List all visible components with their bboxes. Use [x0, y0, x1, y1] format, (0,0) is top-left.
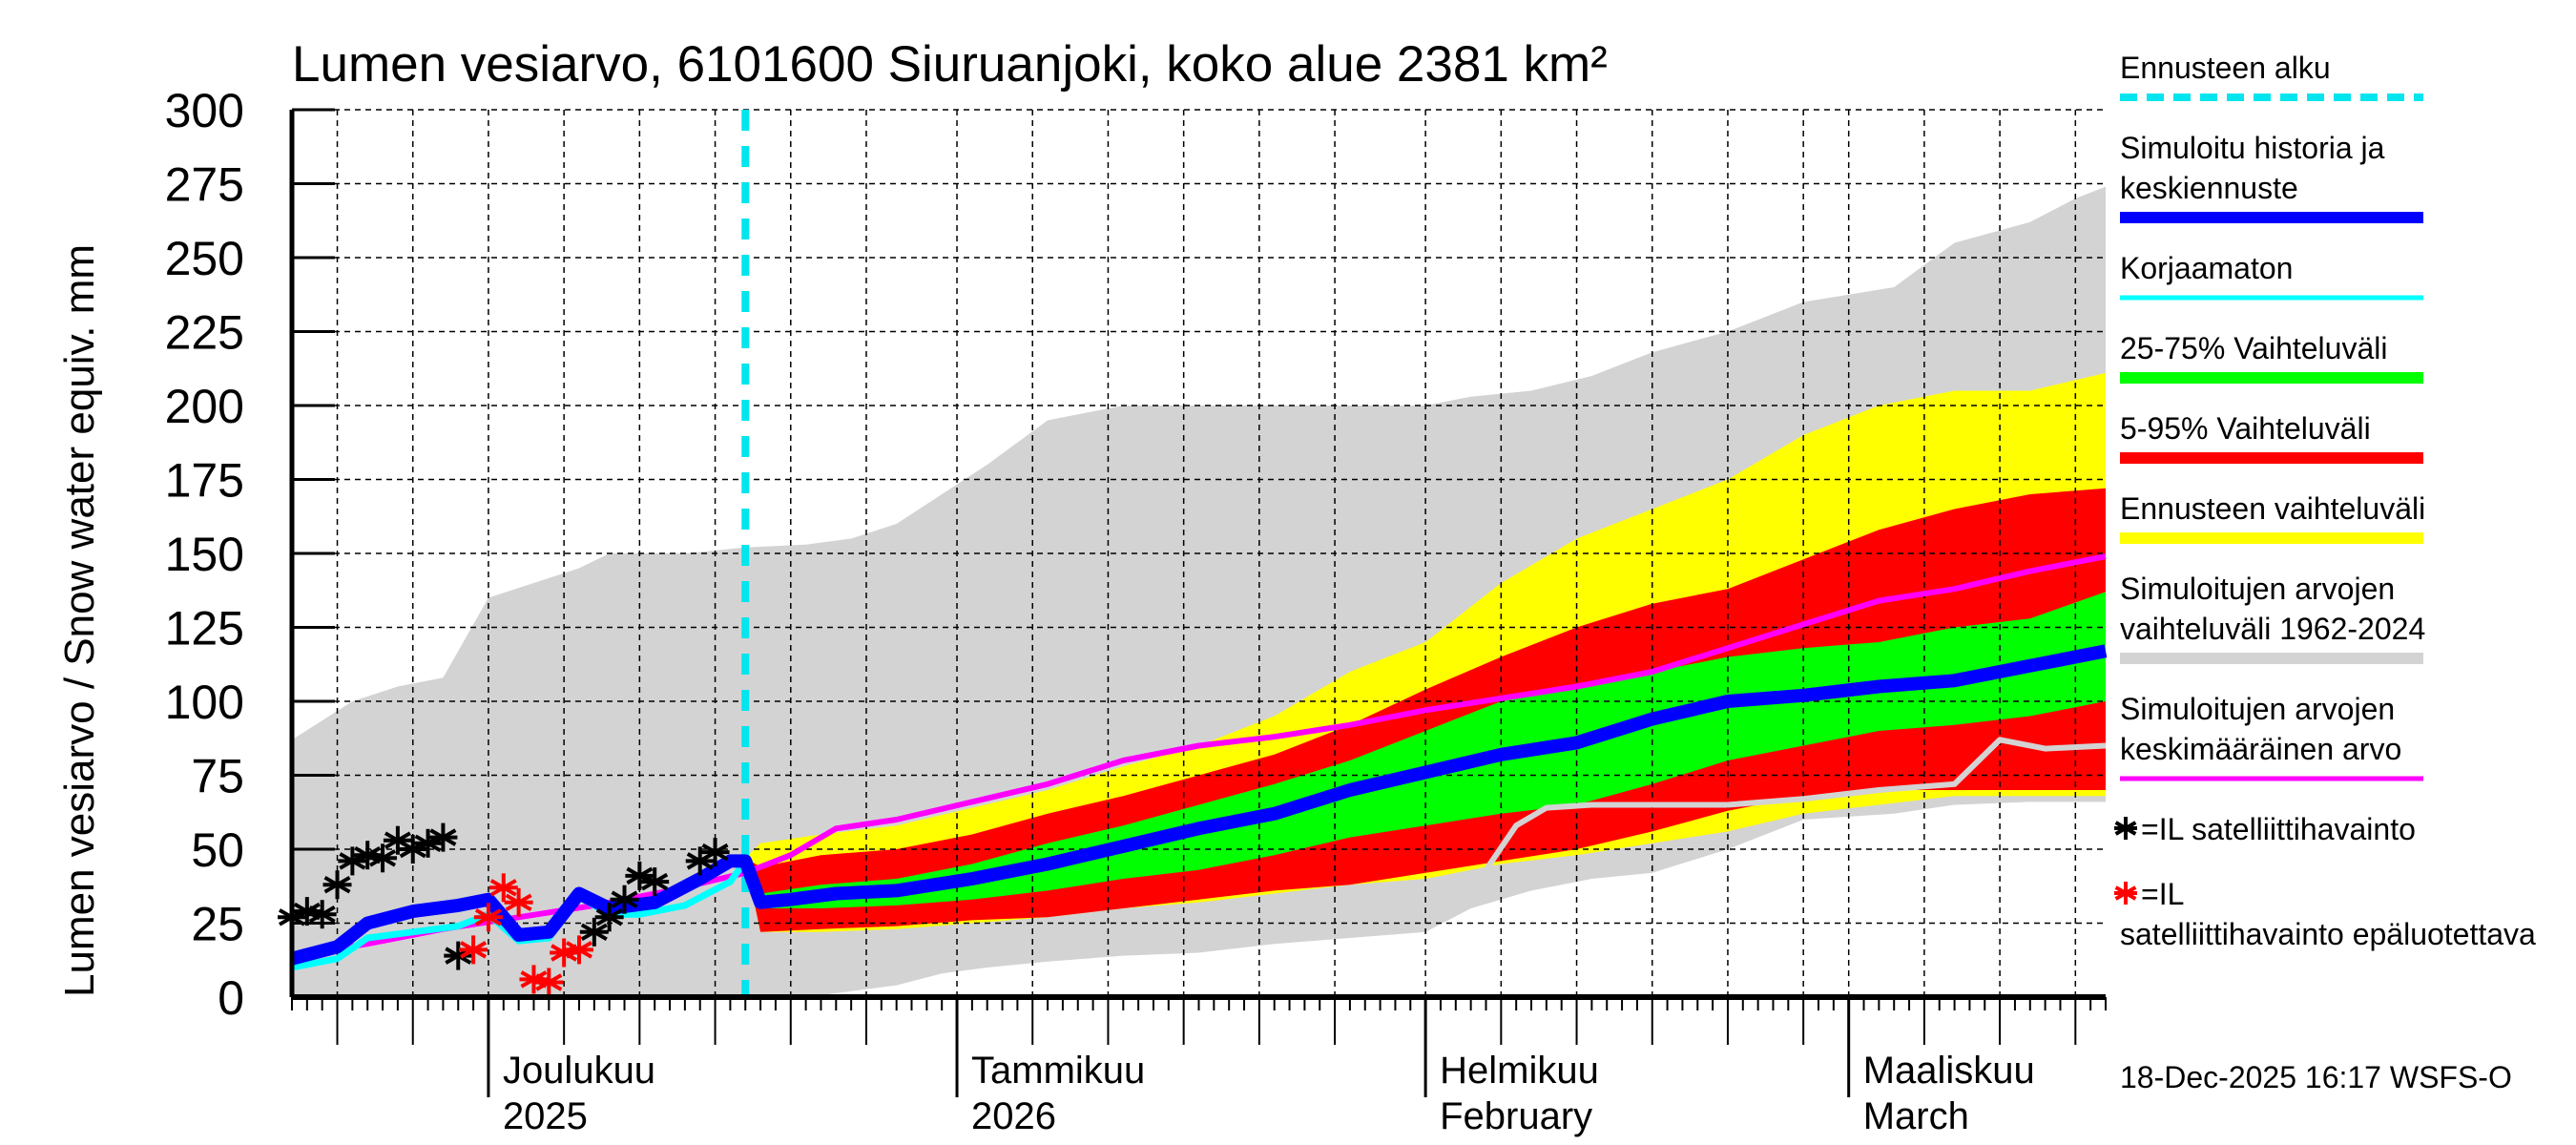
observation-marker-unreliable [459, 935, 488, 965]
x-year-label: 2026 [971, 1095, 1056, 1137]
x-year-label: 2025 [503, 1095, 588, 1137]
grid-layer [292, 109, 2106, 997]
observation-marker-unreliable [564, 935, 593, 965]
legend-item: Ennusteen vaihteluväli [2120, 491, 2425, 544]
timestamp-footer: 18-Dec-2025 16:17 WSFS-O [2120, 1060, 2512, 1094]
y-tick-label: 25 [191, 898, 244, 951]
y-tick-label: 75 [191, 750, 244, 803]
x-month-label: Joulukuu [503, 1050, 655, 1092]
legend-item: =IL satelliittihavainto epäluotettava [2114, 877, 2536, 951]
legend-label: Simuloitujen arvojen [2120, 692, 2395, 726]
legend-item: 25-75% Vaihteluväli [2120, 331, 2423, 384]
y-tick-label: 275 [165, 158, 244, 212]
legend-label: Simuloitujen arvojen [2120, 572, 2395, 606]
legend-item: Ennusteen alku [2120, 51, 2423, 101]
legend: Ennusteen alku Simuloitu historia ja keski… [2114, 51, 2536, 951]
y-tick-label: 175 [165, 454, 244, 508]
x-year-label: March [1863, 1095, 1969, 1137]
legend-item: 5-95% Vaihteluväli [2120, 411, 2423, 464]
legend-item: Simuloitujen arvojen vaihteluväli 1962-20… [2120, 572, 2425, 664]
legend-item: Simuloitu historia ja keskiennuste [2120, 131, 2423, 223]
observation-marker [307, 900, 337, 929]
chart-title: Lumen vesiarvo, 6101600 Siuruanjoki, kok… [292, 36, 1608, 93]
observations-layer [278, 822, 730, 997]
legend-star-icon [2114, 817, 2137, 840]
legend-label: satelliittihavainto epäluotettava [2120, 917, 2536, 951]
legend-label: 5-95% Vaihteluväli [2120, 411, 2371, 446]
y-tick-label: 250 [165, 232, 244, 285]
legend-label: Simuloitu historia ja [2120, 131, 2385, 165]
legend-star-icon [2114, 882, 2137, 905]
legend-label: 25-75% Vaihteluväli [2120, 331, 2387, 365]
x-month-label: Tammikuu [971, 1050, 1145, 1092]
legend-item: =IL satelliittihavainto [2114, 812, 2416, 846]
y-tick-label: 300 [165, 84, 244, 137]
observation-marker-unreliable [488, 873, 518, 903]
observation-marker [594, 903, 624, 932]
observation-marker [368, 843, 398, 873]
legend-label: Ennusteen vaihteluväli [2120, 491, 2425, 526]
y-tick-label: 0 [218, 971, 244, 1025]
y-tick-label: 200 [165, 380, 244, 433]
series-line-simuloitu-vanha-harmaa-viiva [1484, 737, 2107, 872]
y-tick-label: 225 [165, 306, 244, 360]
observation-marker-unreliable [473, 903, 503, 932]
legend-item: Korjaamaton [2120, 251, 2423, 301]
observation-marker [640, 867, 670, 897]
axes-layer: 0 25 50 75 100 125 150 175 200 225 250 275 300 Jouluk… [165, 84, 2107, 1137]
y-tick-label: 50 [191, 823, 244, 877]
bands-layer [292, 186, 2106, 998]
observation-marker [428, 822, 458, 852]
legend-label: vaihteluväli 1962-2024 [2120, 612, 2425, 646]
x-year-label: February [1440, 1095, 1592, 1137]
legend-label: =IL [2141, 877, 2184, 911]
y-tick-label: 150 [165, 528, 244, 581]
observation-marker [610, 885, 639, 914]
legend-label: Korjaamaton [2120, 251, 2293, 285]
legend-label: keskiennuste [2120, 171, 2298, 205]
x-month-label: Maaliskuu [1863, 1050, 2035, 1092]
observation-marker [700, 838, 730, 867]
x-month-label: Helmikuu [1440, 1050, 1599, 1092]
y-tick-label: 125 [165, 602, 244, 656]
observation-marker-unreliable [534, 968, 564, 997]
y-axis-label: Lumen vesiarvo / Snow water equiv. mm [56, 244, 103, 997]
lines-layer [290, 110, 2108, 997]
observation-marker-unreliable [504, 887, 533, 917]
observation-marker [322, 870, 352, 900]
legend-item: Simuloitujen arvojen keskimääräinen arvo [2120, 692, 2423, 781]
y-tick-label: 100 [165, 676, 244, 729]
observation-marker [579, 917, 609, 947]
legend-label: keskimääräinen arvo [2120, 732, 2401, 766]
series-line-simuloitu-historia-ja-keskiennuste [290, 644, 2108, 966]
legend-label: Ennusteen alku [2120, 51, 2331, 85]
observation-marker [338, 846, 367, 876]
legend-label: =IL satelliittihavainto [2141, 812, 2416, 846]
